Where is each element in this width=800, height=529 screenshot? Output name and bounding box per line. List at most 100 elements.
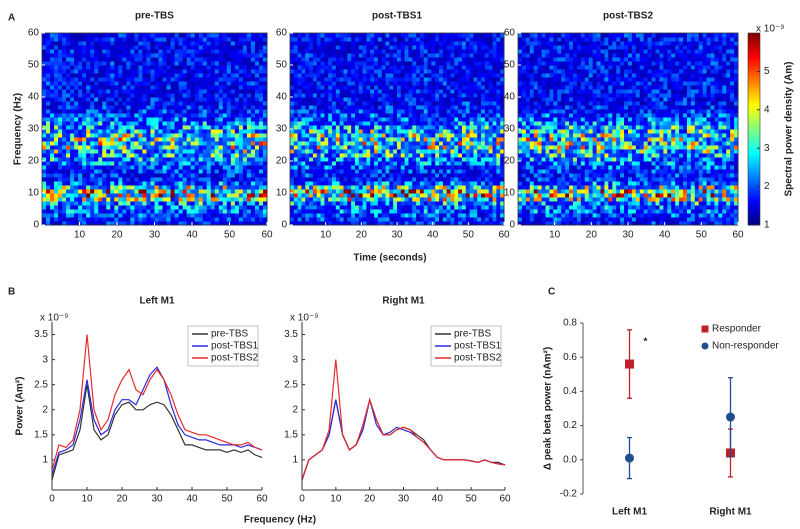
spectrogram-cell	[70, 117, 75, 122]
spectrogram-cell	[328, 181, 332, 186]
spectrogram-cell	[447, 97, 451, 102]
spectrogram-cell	[146, 121, 151, 126]
spectrogram-cell	[155, 65, 160, 70]
spectrogram-cell	[301, 165, 305, 170]
spectrogram-cell	[167, 85, 172, 90]
spectrogram-cell	[389, 137, 393, 142]
spectrogram-cell	[175, 165, 180, 170]
spectrogram-cell	[408, 125, 412, 130]
spectrogram-cell	[290, 109, 294, 114]
spectrogram-cell	[332, 57, 336, 62]
spectrogram-cell	[366, 65, 370, 70]
spectrogram-cell	[126, 61, 131, 66]
spectrogram-cell	[159, 93, 164, 98]
spectrogram-cell	[305, 61, 309, 66]
spectrogram-cell	[439, 113, 443, 118]
spectrogram-cell	[138, 117, 143, 122]
spectrogram-cell	[231, 129, 236, 134]
spectrogram-cell	[290, 117, 294, 122]
spectrogram-cell	[344, 81, 348, 86]
spectrogram-cell	[462, 121, 466, 126]
spectrogram-cell	[321, 213, 325, 218]
spectrogram-cell	[126, 209, 131, 214]
spectrogram-cell	[408, 137, 412, 142]
spectrogram-cell	[146, 145, 151, 150]
spectrogram-cell	[355, 161, 359, 166]
spectrogram-cell	[340, 101, 344, 106]
spectrogram-cell	[66, 101, 71, 106]
spectrogram-cell	[363, 205, 367, 210]
spectrogram-cell	[175, 85, 180, 90]
spectrogram-cell	[94, 217, 99, 222]
spectrogram-cell	[424, 101, 428, 106]
spectrogram-cell	[378, 161, 382, 166]
spectrogram-cell	[183, 85, 188, 90]
spectrogram-cell	[431, 133, 435, 138]
spectrogram-cell	[70, 161, 75, 166]
spectrogram-cell	[378, 137, 382, 142]
spectrogram-cell	[223, 49, 228, 54]
spectrogram-cell	[451, 213, 455, 218]
spectrogram-cell	[309, 33, 313, 38]
spectrogram-cell	[435, 81, 439, 86]
spectrogram-cell	[332, 153, 336, 158]
spectrogram-cell	[227, 105, 232, 110]
spectrogram-cell	[122, 117, 127, 122]
spectrogram-cell	[191, 113, 196, 118]
spectrogram-cell	[78, 117, 83, 122]
spectrogram-cell	[54, 217, 59, 222]
spectrogram-cell	[155, 57, 160, 62]
spectrogram-cell	[305, 173, 309, 178]
spectrogram-cell	[321, 109, 325, 114]
spectrogram-cell	[251, 189, 256, 194]
spectrogram-cell	[90, 181, 95, 186]
spectrogram-cell	[94, 137, 99, 142]
spectrogram-cell	[227, 165, 232, 170]
spectrogram-cell	[401, 125, 405, 130]
spectrogram-cell	[235, 57, 240, 62]
spectrogram-cell	[340, 41, 344, 46]
spectrogram-cell	[150, 197, 155, 202]
spectrogram-cell	[443, 205, 447, 210]
spectrogram-cell	[243, 141, 248, 146]
spectrogram-cell	[203, 193, 208, 198]
spectrogram-cell	[370, 133, 374, 138]
spectrogram-cell	[313, 73, 317, 78]
spectrogram-cell	[324, 177, 328, 182]
spectrogram-cell	[389, 45, 393, 50]
spectrogram-cell	[313, 117, 317, 122]
spectrogram-cell	[451, 53, 455, 58]
spectrogram-cell	[110, 65, 115, 70]
spectrogram-cell	[393, 189, 397, 194]
spectrogram-cell	[251, 37, 256, 42]
spectrogram-cell	[424, 165, 428, 170]
spectrogram-cell	[454, 189, 458, 194]
spectrogram-cell	[54, 193, 59, 198]
spectrogram-cell	[199, 189, 204, 194]
spectrogram-cell	[86, 37, 91, 42]
spectrogram-cell	[324, 93, 328, 98]
spectrogram-cell	[58, 53, 63, 58]
spectrogram-cell	[138, 133, 143, 138]
spectrogram-cell	[163, 117, 168, 122]
spectrogram-cell	[134, 77, 139, 82]
spectrogram-cell	[462, 161, 466, 166]
spectrogram-cell	[70, 185, 75, 190]
spectrogram-cell	[355, 217, 359, 222]
spectrogram-cell	[317, 61, 321, 66]
spectrogram-cell	[313, 201, 317, 206]
spectrogram-cell	[106, 153, 111, 158]
spectrogram-cell	[207, 101, 212, 106]
spectrogram-cell	[155, 33, 160, 38]
spectrogram-cell	[366, 145, 370, 150]
spectrogram-cell	[447, 117, 451, 122]
spectrogram-cell	[294, 105, 298, 110]
spectrogram-cell	[389, 93, 393, 98]
spectrogram-cell	[187, 85, 192, 90]
spectrogram-cell	[82, 85, 87, 90]
spectrogram-cell	[134, 133, 139, 138]
spectrogram-cell	[301, 173, 305, 178]
spectrogram-cell	[439, 57, 443, 62]
spectrogram-cell	[167, 133, 172, 138]
spectrogram-cell	[458, 189, 462, 194]
